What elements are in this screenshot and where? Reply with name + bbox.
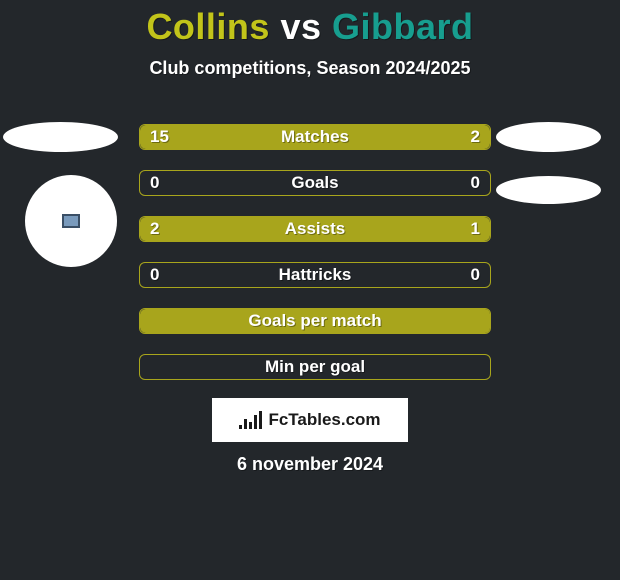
left-ellipse-1 [3,122,118,152]
stat-label: Min per goal [140,357,490,377]
badge-inner-icon [62,214,80,228]
stat-row: 21Assists [139,216,491,242]
stat-row: Min per goal [139,354,491,380]
stat-label: Assists [140,219,490,239]
stat-row: 00Hattricks [139,262,491,288]
subtitle: Club competitions, Season 2024/2025 [0,58,620,79]
comparison-card: Collins vs Gibbard Club competitions, Se… [0,0,620,580]
date-label: 6 november 2024 [0,454,620,475]
stat-row: 152Matches [139,124,491,150]
stat-rows: 152Matches 00Goals 21Assists 00Hattricks Goa… [139,124,491,400]
brand-bars-icon [239,411,262,429]
player1-name: Collins [146,6,270,47]
right-ellipse-2 [496,176,601,204]
stat-label: Goals per match [140,311,490,331]
right-ellipse-1 [496,122,601,152]
stat-label: Goals [140,173,490,193]
stat-label: Hattricks [140,265,490,285]
stat-row: Goals per match [139,308,491,334]
stat-label: Matches [140,127,490,147]
stat-row: 00Goals [139,170,491,196]
vs-label: vs [280,6,321,47]
page-title: Collins vs Gibbard [0,0,620,48]
player-badge [25,175,117,267]
brand-box: FcTables.com [212,398,408,442]
brand-text: FcTables.com [268,410,380,430]
player2-name: Gibbard [332,6,474,47]
